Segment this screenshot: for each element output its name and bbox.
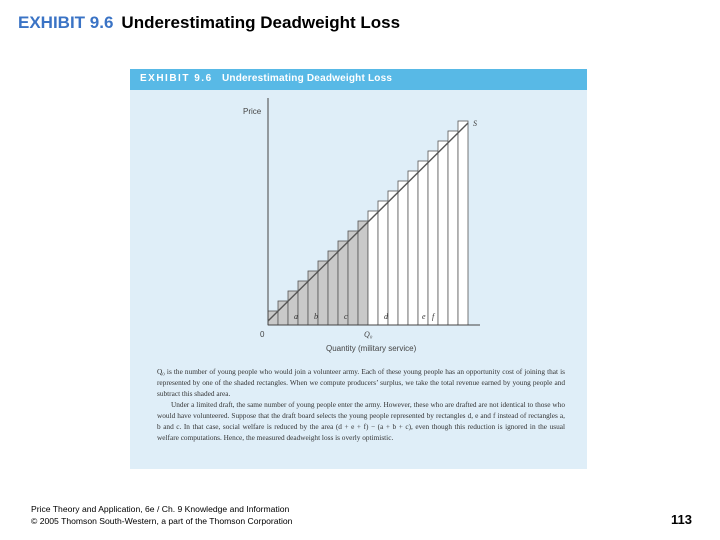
panel-header-number: EXHIBIT 9.6: [140, 73, 213, 84]
shaded-step: [277, 300, 289, 326]
slide-title: EXHIBIT 9.6 Underestimating Deadweight Lo…: [18, 13, 400, 33]
rectangle-label: b: [314, 312, 318, 321]
unshaded-step: [407, 170, 419, 326]
unshaded-step: [367, 210, 379, 326]
caption-paragraph-1: Q₀ is the number of young people who wou…: [157, 367, 565, 398]
page-number: 113: [671, 512, 692, 527]
rectangle-label: f: [432, 312, 436, 321]
unshaded-step: [397, 180, 409, 326]
panel-header: EXHIBIT 9.6 Underestimating Deadweight L…: [130, 69, 587, 90]
exhibit-title: Underestimating Deadweight Loss: [121, 13, 401, 32]
footer-line-2: © 2005 Thomson South-Western, a part of …: [31, 516, 293, 526]
shaded-step: [327, 250, 339, 326]
deadweight-loss-diagram: Price S 0 Q₀ Quantity (military service)…: [243, 98, 480, 353]
rectangle-label: c: [344, 312, 348, 321]
exhibit-number: EXHIBIT 9.6: [18, 13, 114, 32]
supply-curve: [267, 122, 469, 322]
unshaded-step: [387, 190, 399, 326]
footer-line-1: Price Theory and Application, 6e / Ch. 9…: [31, 504, 290, 514]
rectangle-label: d: [384, 312, 389, 321]
unshaded-step: [447, 130, 459, 326]
shaded-step: [347, 230, 359, 326]
panel-header-title: Underestimating Deadweight Loss: [222, 73, 393, 84]
supply-steps: [267, 120, 469, 326]
unshaded-step: [457, 120, 469, 326]
caption-paragraph-2: Under a limited draft, the same number o…: [157, 400, 565, 442]
shaded-step: [297, 280, 309, 326]
footer: Price Theory and Application, 6e / Ch. 9…: [31, 503, 292, 527]
unshaded-step: [437, 140, 449, 326]
supply-label: S: [473, 119, 477, 128]
quantity-label: Q₀: [364, 330, 373, 339]
shaded-step: [357, 220, 369, 326]
rectangle-label: e: [422, 312, 426, 321]
x-axis-label: Quantity (military service): [326, 344, 417, 353]
unshaded-step: [377, 200, 389, 326]
origin-label: 0: [260, 330, 265, 339]
exhibit-panel: EXHIBIT 9.6 Underestimating Deadweight L…: [130, 69, 587, 469]
y-axis-label: Price: [243, 107, 262, 116]
exhibit-caption: Q₀ is the number of young people who wou…: [157, 366, 565, 443]
rectangle-label: a: [294, 312, 298, 321]
unshaded-step: [427, 150, 439, 326]
unshaded-step: [417, 160, 429, 326]
